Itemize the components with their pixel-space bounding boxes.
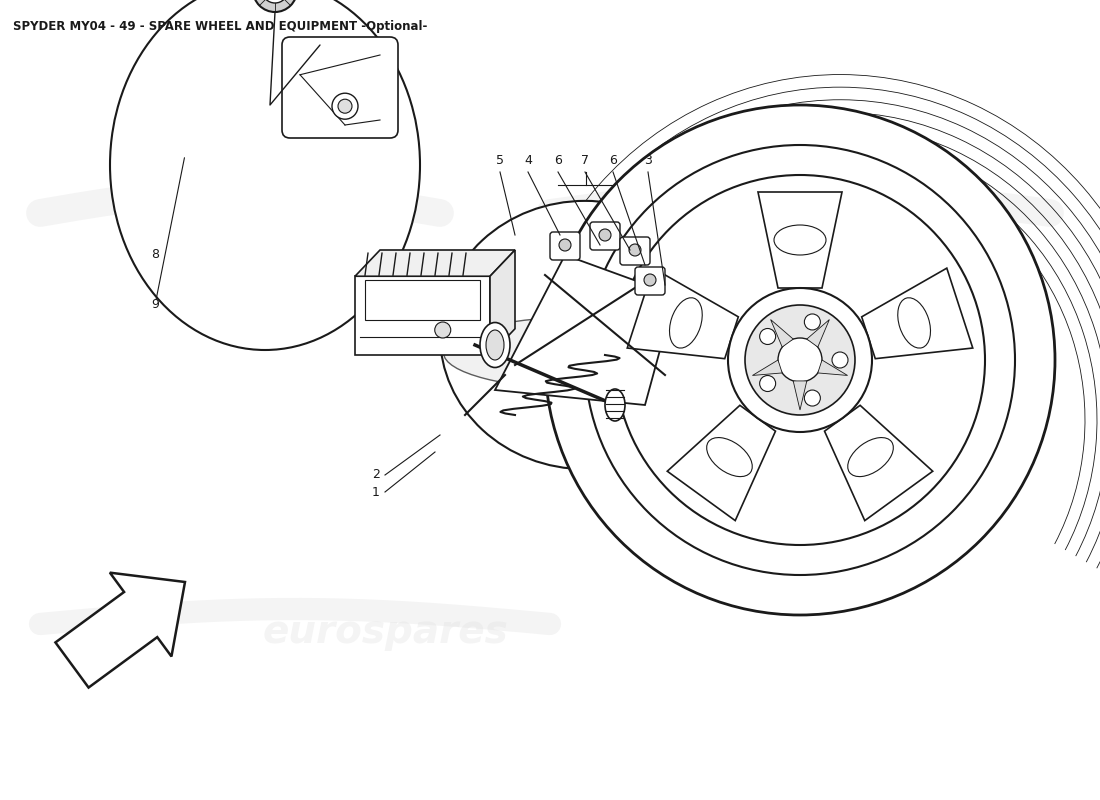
Polygon shape: [627, 268, 738, 358]
Polygon shape: [752, 360, 782, 375]
Circle shape: [332, 93, 358, 119]
Text: 5: 5: [496, 154, 504, 166]
Circle shape: [778, 338, 822, 382]
Text: SPYDER MY04 - 49 - SPARE WHEEL AND EQUIPMENT -Optional-: SPYDER MY04 - 49 - SPARE WHEEL AND EQUIP…: [13, 20, 428, 33]
Polygon shape: [355, 276, 490, 355]
Text: 1: 1: [372, 486, 379, 498]
Text: 9: 9: [151, 298, 158, 311]
FancyBboxPatch shape: [635, 267, 666, 295]
Text: 6: 6: [609, 154, 617, 166]
Text: 4: 4: [524, 154, 532, 166]
FancyBboxPatch shape: [282, 37, 398, 138]
Polygon shape: [495, 255, 675, 405]
FancyBboxPatch shape: [550, 232, 580, 260]
Text: eurospares: eurospares: [130, 225, 376, 263]
Polygon shape: [825, 406, 933, 521]
Polygon shape: [55, 573, 185, 687]
Ellipse shape: [110, 0, 420, 350]
Circle shape: [832, 352, 848, 368]
Polygon shape: [355, 250, 515, 276]
Circle shape: [804, 390, 821, 406]
Text: 2: 2: [372, 469, 379, 482]
Polygon shape: [793, 381, 806, 410]
Circle shape: [615, 175, 984, 545]
Text: 3: 3: [645, 154, 652, 166]
Circle shape: [338, 99, 352, 113]
Text: 7: 7: [581, 154, 589, 166]
Ellipse shape: [670, 298, 702, 348]
FancyBboxPatch shape: [590, 222, 620, 250]
FancyBboxPatch shape: [620, 237, 650, 265]
Polygon shape: [861, 268, 972, 358]
Circle shape: [600, 229, 610, 241]
Circle shape: [760, 375, 775, 391]
Polygon shape: [668, 406, 775, 521]
Circle shape: [728, 288, 872, 432]
Ellipse shape: [440, 201, 730, 469]
Circle shape: [644, 274, 656, 286]
Polygon shape: [817, 360, 848, 375]
Circle shape: [585, 145, 1015, 575]
Ellipse shape: [605, 389, 625, 421]
Circle shape: [804, 314, 821, 330]
Ellipse shape: [848, 438, 893, 477]
Text: eurospares: eurospares: [262, 613, 508, 651]
Circle shape: [253, 0, 297, 12]
Text: eurospares: eurospares: [669, 225, 915, 263]
Ellipse shape: [443, 317, 726, 390]
Text: 6: 6: [554, 154, 562, 166]
Ellipse shape: [480, 322, 510, 367]
Circle shape: [745, 305, 855, 415]
Text: 8: 8: [151, 249, 160, 262]
FancyBboxPatch shape: [365, 280, 480, 320]
Circle shape: [544, 105, 1055, 615]
Circle shape: [262, 0, 288, 3]
Polygon shape: [758, 192, 842, 288]
Ellipse shape: [706, 438, 752, 477]
Circle shape: [434, 322, 451, 338]
Circle shape: [760, 329, 775, 345]
Polygon shape: [806, 319, 829, 347]
Polygon shape: [490, 250, 515, 355]
Ellipse shape: [486, 330, 504, 360]
Circle shape: [559, 239, 571, 251]
Polygon shape: [771, 319, 793, 347]
Ellipse shape: [898, 298, 931, 348]
Circle shape: [629, 244, 641, 256]
Ellipse shape: [774, 225, 826, 255]
